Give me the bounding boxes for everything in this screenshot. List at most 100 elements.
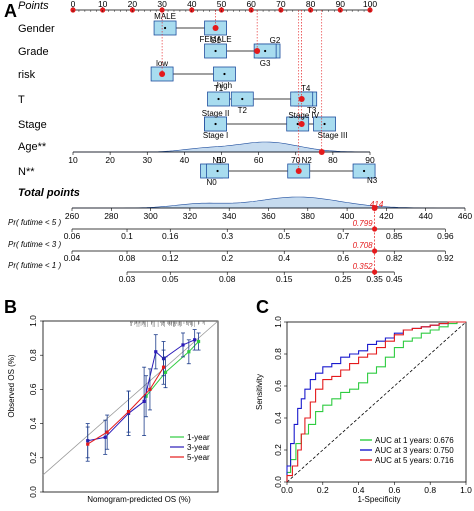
probability-tick-label: 0.85 (386, 231, 403, 241)
level-label: Stage II (202, 109, 230, 118)
calibration-ytick-label: 1.0 (28, 315, 38, 327)
roc-legend-label: AUC at 3 years: 0.750 (375, 446, 454, 455)
total-value-label: 414 (370, 200, 384, 209)
calibration-point (181, 343, 185, 347)
total-points-label: Total points (18, 187, 80, 199)
level-point (217, 97, 220, 101)
calibration-ytick-label: 0.4 (28, 417, 38, 429)
roc-xtick-label: 0.0 (281, 485, 293, 495)
reference-lines (161, 10, 375, 275)
total-tick-label: 380 (301, 211, 315, 221)
probability-value-label: 0.352 (353, 262, 374, 271)
selected-marker (212, 25, 219, 31)
age-density (73, 141, 371, 153)
level-point (362, 169, 366, 173)
roc-xtick-label: 0.2 (317, 485, 329, 495)
level-label: N1 (212, 156, 223, 165)
variable-label: risk (18, 69, 36, 81)
level-label: T3 (307, 106, 317, 115)
level-label: Stage I (203, 131, 228, 140)
total-tick-label: 420 (379, 211, 393, 221)
calibration-point (161, 365, 166, 369)
total-tick-label: 400 (340, 211, 354, 221)
level-label: Stage III (318, 131, 348, 140)
roc-xtick-label: 0.6 (388, 485, 400, 495)
total-tick-label: 440 (419, 211, 433, 221)
calibration-point (103, 435, 107, 439)
total-points-axis: 260 280 300 320 340 360 380 400 420 440 460 414 (65, 196, 472, 221)
probability-tick-label: 0.6 (337, 253, 349, 263)
total-tick-label: 360 (261, 211, 275, 221)
level-point (264, 49, 267, 53)
calibration-series-line (87, 339, 195, 442)
calibration-xlabel: Nomogram-predicted OS (%) (87, 495, 191, 504)
roc-ylabel: Sensitivity (255, 374, 264, 410)
level-label: T4 (301, 84, 311, 93)
calibration-point (196, 339, 201, 344)
probability-tick-label: 0.2 (221, 253, 233, 263)
probability-label: Pr( futime < 3 ) (8, 240, 61, 249)
age-tick-label: 70 (291, 155, 301, 165)
roc-ytick-label: 0.0 (273, 476, 283, 488)
probability-tick-label: 0.16 (162, 231, 179, 241)
level-point (241, 97, 244, 101)
roc-diagonal (286, 321, 467, 483)
total-tick-label: 300 (144, 211, 158, 221)
level-point (296, 122, 299, 126)
variable-label: Grade (18, 46, 49, 58)
roc-ytick-label: 0.6 (273, 380, 283, 392)
selected-marker (295, 168, 302, 174)
level-label: high (217, 81, 232, 90)
age-tick-label: 30 (143, 155, 153, 165)
total-density (72, 196, 465, 209)
probability-tick-label: 0.4 (278, 253, 290, 263)
level-point (163, 26, 167, 30)
probability-label: Pr( futime < 1 ) (8, 261, 61, 270)
points-tick-label: 40 (187, 0, 197, 9)
calibration-ytick-label: 0.2 (28, 452, 38, 464)
calibration-point (154, 350, 158, 354)
calibration-legend-label: 1-year (187, 433, 210, 442)
level-point (214, 122, 217, 126)
level-label: FEMALE (200, 35, 232, 44)
total-tick-label: 260 (65, 211, 79, 221)
panel-c-roc: C 0.00.0 0.2 0.2 0.4 0.4 0.6 0.6 0.8 0.8 1.0 1.0 AU… (255, 297, 472, 504)
probability-tick-label: 0.12 (162, 253, 179, 263)
calibration-point (187, 350, 191, 354)
roc-frame (286, 321, 467, 483)
variable-label: Stage (18, 119, 47, 131)
variable-label: Age** (18, 141, 47, 153)
selected-marker (254, 48, 261, 54)
calibration-point (144, 394, 148, 398)
variable-rows: Gender MALE FEMALE Grade G1 G2 G3 risk low high T T… (18, 12, 378, 187)
probability-tick-label: 0.35 (366, 274, 383, 284)
points-tick-label: 80 (306, 0, 316, 9)
age-tick-label: 40 (180, 155, 190, 165)
probability-tick-label: 0.7 (337, 231, 349, 241)
roc-xtick-label: 0.8 (424, 485, 436, 495)
variable-label: T (18, 94, 25, 106)
level-label: N0 (206, 178, 217, 187)
probability-tick-label: 0.08 (219, 274, 236, 284)
calibration-point (105, 430, 109, 434)
probability-tick-label: 0.92 (437, 253, 454, 263)
calibration-ylabel: Observed OS (%) (7, 354, 16, 417)
points-tick-label: 100 (363, 0, 377, 9)
selected-marker (298, 121, 305, 127)
points-tick-label: 50 (217, 0, 227, 9)
calibration-series-line (145, 341, 199, 397)
roc-legend-label: AUC at 1 years: 0.676 (375, 436, 454, 445)
points-tick-label: 60 (246, 0, 256, 9)
level-point (223, 72, 226, 76)
probability-tick-label: 0.5 (278, 231, 290, 241)
points-tick-label: 30 (157, 0, 167, 9)
level-point (323, 122, 326, 126)
roc-legend-label: AUC at 5 years: 0.716 (375, 456, 454, 465)
level-point (214, 49, 217, 53)
calibration-point (148, 387, 152, 391)
level-label: MALE (154, 12, 176, 21)
points-axis: 0 10 20 30 40 50 60 70 80 90 100 (70, 0, 377, 13)
level-label: low (156, 59, 168, 68)
